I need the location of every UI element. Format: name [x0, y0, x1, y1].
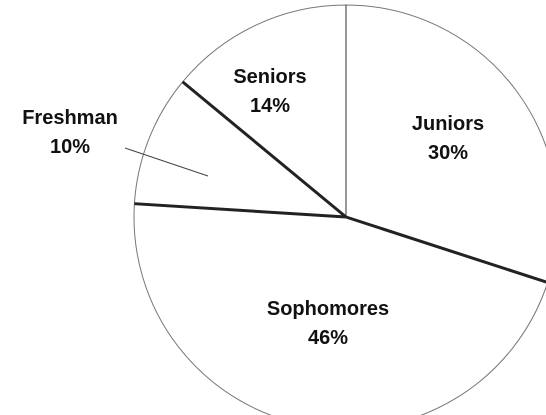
- pie-slice-juniors: [345, 4, 546, 283]
- pie-dividers: [134, 5, 546, 284]
- pie-divider-1: [345, 215, 546, 284]
- leader-line-freshman: [124, 147, 209, 177]
- pie-slice-seniors: [181, 4, 347, 219]
- slice-percent-juniors: 30%: [428, 142, 468, 164]
- slice-label-juniors: Juniors 30%: [412, 113, 484, 164]
- pie-slices: [133, 4, 546, 415]
- slice-label-sophomores: Sophomores 46%: [267, 298, 389, 349]
- slice-label-seniors: Seniors 14%: [233, 66, 306, 117]
- slice-percent-seniors: 14%: [250, 95, 290, 117]
- slice-name-sophomores: Sophomores: [267, 298, 389, 320]
- pie-slice-sophomores: [133, 203, 546, 415]
- slice-name-juniors: Juniors: [412, 113, 484, 135]
- slice-label-freshman: Freshman 10%: [22, 107, 118, 158]
- leader-lines: [124, 147, 209, 177]
- pie-divider-2: [134, 202, 347, 219]
- slice-name-freshman: Freshman: [22, 107, 118, 129]
- slice-name-seniors: Seniors: [233, 66, 306, 88]
- slice-percent-sophomores: 46%: [308, 327, 348, 349]
- pie-divider-3: [181, 80, 347, 219]
- pie-slice-freshman: [133, 81, 348, 218]
- slice-labels: Juniors 30% Sophomores 46% Freshman 10% Senior…: [22, 66, 484, 349]
- slice-percent-freshman: 10%: [50, 136, 90, 158]
